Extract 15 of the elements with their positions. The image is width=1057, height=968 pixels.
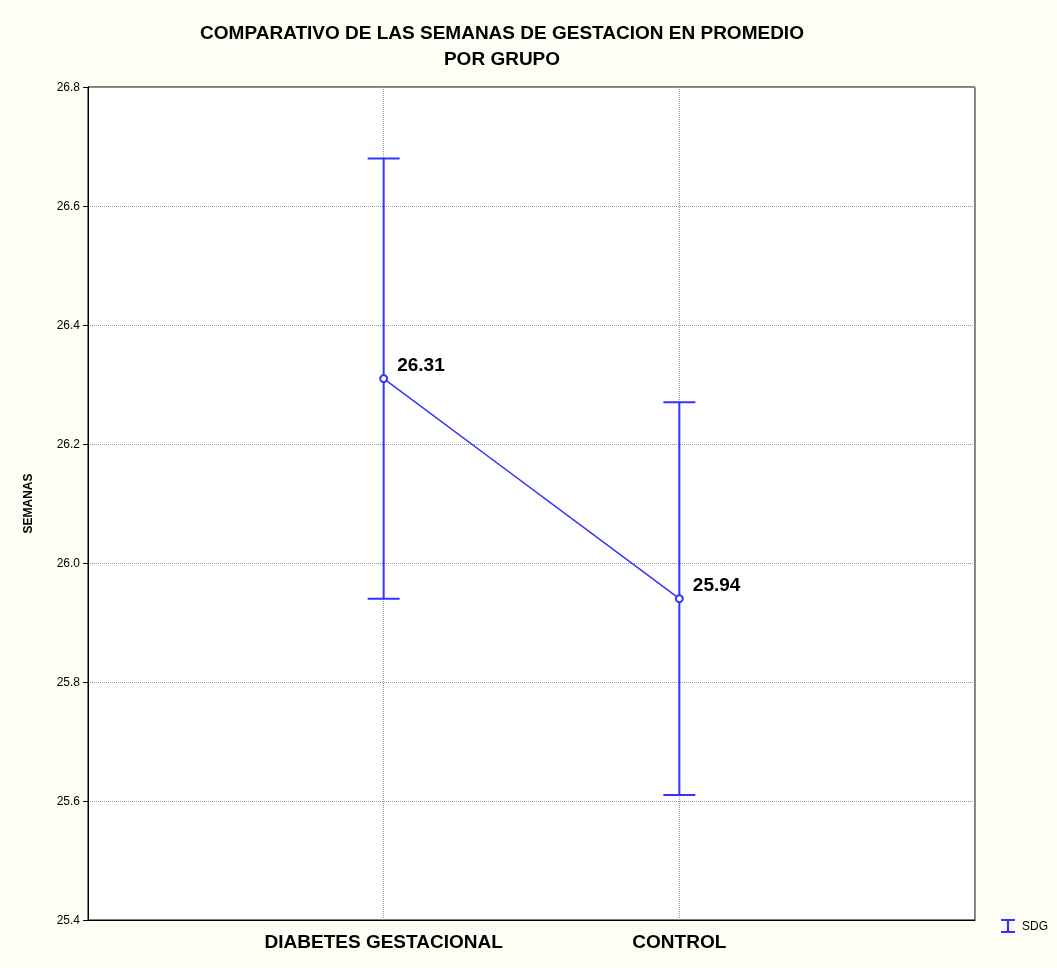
data-label: 26.31: [397, 354, 446, 376]
y-tick-label: 25.6: [56, 794, 81, 808]
x-tick-label: DIABETES GESTACIONAL: [264, 931, 504, 952]
y-tick-label: 26.6: [56, 199, 81, 213]
y-tick-label: 26.8: [56, 80, 81, 94]
x-tick-label: CONTROL: [632, 931, 727, 952]
y-tick-label: 25.8: [56, 675, 81, 689]
legend-label: SDG: [1022, 919, 1049, 933]
y-tick-label: 26.2: [56, 437, 81, 451]
y-tick-label: 26.0: [56, 556, 81, 570]
y-tick-label: 26.4: [56, 318, 81, 332]
y-tick-label: 25.4: [56, 913, 81, 927]
chart-title: COMPARATIVO DE LAS SEMANAS DE GESTACION EN PROMEDIO POR GRUPO: [200, 21, 804, 69]
data-label: 25.94: [692, 574, 741, 596]
y-axis-title: SEMANAS: [21, 473, 35, 534]
